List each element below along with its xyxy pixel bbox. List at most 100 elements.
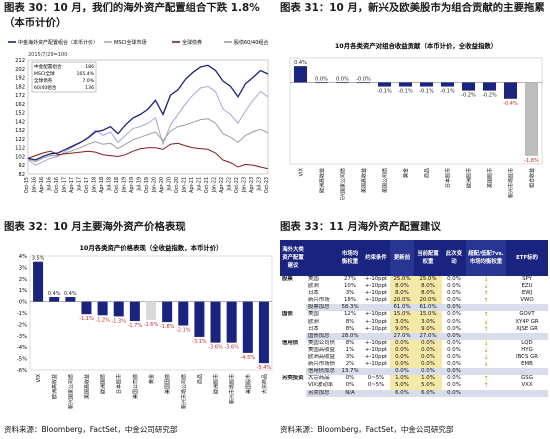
table-cell: 8.0% — [414, 290, 442, 298]
figure-31-caption: 图表 31：10 月，新兴及欧美股市为组合贡献的主要拖累 — [280, 2, 545, 14]
table-cell: 5.0% — [414, 382, 442, 390]
contribution-bar-chart: 10月各类资产对组合收益贡献（本币计价，全收益指数） 0.4% VIX 0.0% 欧洲高… — [289, 41, 543, 200]
x-tick-label: Jul-19 — [137, 177, 143, 192]
table-cell: +-10ppt — [364, 339, 388, 346]
x-tick-label: Oct-22 — [234, 177, 240, 193]
table-cell: 0.0% — [447, 354, 461, 361]
table-cell: +-10ppt — [364, 361, 388, 368]
category-label: 美国公司债 — [382, 168, 389, 193]
y-tick-label: 202 — [15, 67, 25, 73]
bar — [97, 301, 108, 316]
table-row: 另类加总 N/A 6.0% 6.0% 0.0% — [280, 389, 548, 397]
bar — [258, 301, 269, 364]
y-tick-label: 3% — [19, 265, 27, 271]
table-cell: 0.0% — [447, 346, 461, 353]
table-cell — [506, 304, 548, 312]
x-tick-label: Jul-17 — [77, 177, 83, 192]
table-cell: 9.0% — [414, 325, 442, 333]
table-cell: 新兴市场 — [308, 297, 330, 304]
table-cell: 2% — [345, 361, 355, 368]
table-cell: 美国 — [308, 276, 319, 282]
table-cell: 0.0% — [390, 361, 414, 369]
table-cell: 0.0% — [447, 382, 461, 389]
bar — [242, 301, 253, 353]
y-tick-label: -4% — [17, 345, 27, 351]
table-cell: 另类加总 — [306, 389, 338, 397]
mini-table-label: 全球债券 — [34, 77, 53, 84]
table-cell: +-10ppt — [364, 346, 388, 353]
table-cell: 股票 — [282, 276, 293, 282]
table-cell: 12% — [344, 311, 356, 318]
bar — [49, 297, 60, 302]
table-cell: 61.0% — [414, 304, 442, 312]
table-cell: ↓ — [483, 354, 489, 362]
chart-31-panel: 10月各类资产对组合收益贡献（本币计价，全收益指数） 0.4% VIX 0.0% 欧洲高… — [280, 36, 548, 200]
table-cell: 0.0% — [414, 346, 442, 355]
chart-title: 10月各类资产对组合收益贡献（本币计价，全收益指数） — [335, 41, 497, 50]
category-label: 新兴市场公司债 — [180, 374, 187, 409]
table-cell — [362, 389, 390, 397]
data-label: -2.1% — [176, 328, 191, 334]
table-cell: 0.0% — [442, 389, 466, 397]
x-tick-label: Oct-19 — [144, 177, 150, 193]
category-label: 黄金 — [148, 374, 155, 384]
x-tick-label: Jul-21 — [197, 177, 203, 192]
category-label: 新兴国家公司债 — [340, 168, 347, 200]
y-tick-label: 102 — [15, 154, 25, 160]
series-line — [27, 64, 269, 161]
bar — [33, 261, 44, 302]
table-cell: ↓ — [483, 361, 489, 369]
table-header-cell: 海外大类资产配置建议 — [280, 240, 306, 276]
table-cell: 0.0% — [390, 346, 414, 355]
table-cell: 欧洲高收益 — [308, 354, 335, 361]
y-tick-label: 122 — [15, 137, 25, 143]
table-cell: 新兴市场债 — [308, 361, 335, 368]
table-cell: VXX — [521, 382, 533, 389]
category-label: 美国股市 — [245, 374, 252, 394]
table-cell — [466, 304, 506, 312]
table-cell: ↓ — [483, 339, 489, 347]
table-row: 国债加总 28.0% 27.0% 27.0% 0.0% — [280, 332, 548, 340]
series-line — [27, 85, 269, 166]
table-header-cell: 更新前 — [390, 240, 414, 276]
table-cell: +-10ppt — [364, 325, 388, 332]
table-cell: 0.0% — [414, 354, 442, 362]
table-cell — [466, 332, 506, 340]
bar — [178, 301, 189, 326]
x-tick-label: Jul-20 — [167, 177, 173, 192]
category-label: 欧洲高收益 — [319, 168, 326, 193]
chart-32-panel: 10月各类资产价格表现（全收益指数，本币计价） 4% 3% 2% 1% 0% -1% -2% -… — [4, 238, 276, 410]
bar — [194, 301, 205, 337]
bar — [377, 82, 392, 87]
x-tick-label: Oct-16 — [54, 177, 60, 193]
mini-table-label: 中金配置组合 — [34, 63, 62, 70]
x-tick-label: Apr-21 — [189, 177, 195, 193]
table-cell: 3% — [345, 290, 355, 297]
table-cell: LQD — [521, 339, 533, 346]
table-cell: 3.0% — [414, 318, 442, 326]
table-cell: 日本 — [308, 290, 319, 297]
table-cell: ↑ — [483, 382, 489, 390]
table-cell: 0.0% — [447, 339, 461, 346]
bar — [419, 82, 434, 87]
table-cell — [280, 290, 306, 297]
table-cell: EZU — [521, 283, 533, 290]
bar — [293, 66, 308, 83]
x-tick-label: Jan-21 — [182, 177, 188, 193]
mini-table-label: 60/40组合 — [34, 84, 57, 91]
table-cell — [362, 368, 390, 376]
table-row: 美国高收益 1% +-10ppt 0.0% 0.0% 0.0% ↓ HYG — [280, 346, 548, 355]
table-cell: 0.0% — [447, 311, 461, 318]
series-line — [27, 118, 269, 163]
table-cell — [506, 368, 548, 376]
data-label: 0.4% — [64, 291, 77, 297]
table-cell: 15.0% — [414, 311, 442, 319]
table-cell: 5.0% — [390, 382, 414, 390]
table-row: 股票 美国 27% +-10ppt 25.0% 25.0% 0.0% ↓ SPY — [280, 276, 548, 284]
table-cell: 27.0% — [390, 332, 414, 340]
table-cell: 58.3% — [338, 304, 362, 312]
table-cell: ↑ — [483, 297, 489, 305]
date-note: 2015/7/29=100 — [28, 52, 67, 58]
table-cell — [506, 332, 548, 340]
table-cell: GSG — [521, 375, 533, 382]
